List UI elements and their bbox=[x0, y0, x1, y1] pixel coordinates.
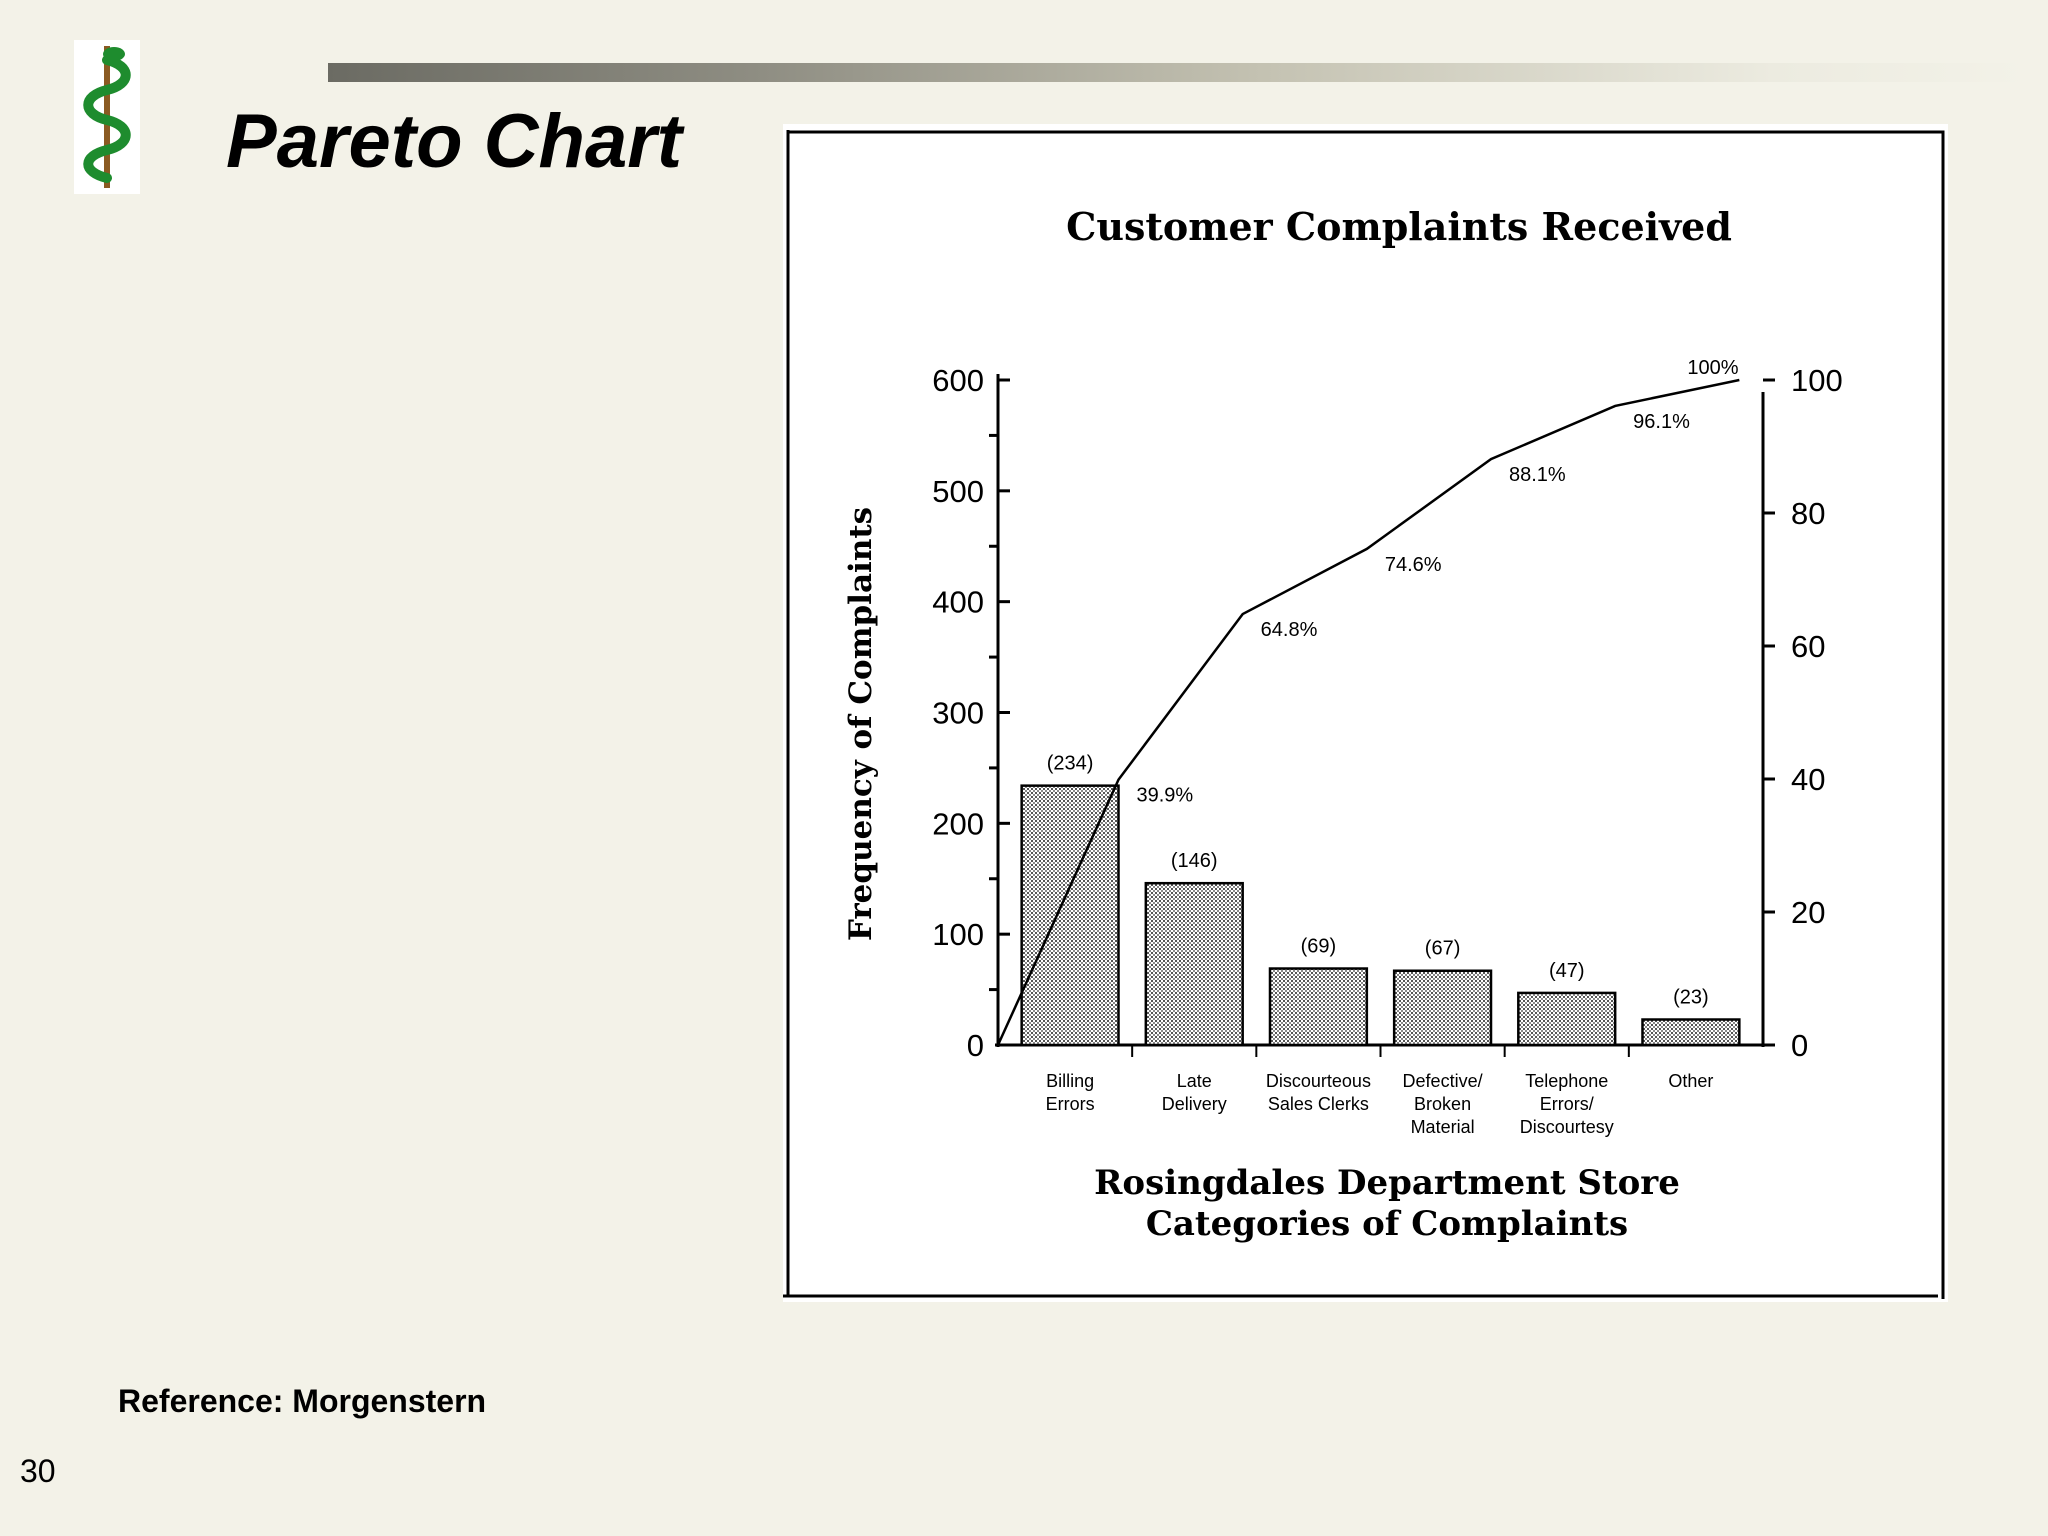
cumulative-percent-label: 74.6% bbox=[1385, 554, 1442, 576]
y-tick-label: 200 bbox=[932, 806, 984, 841]
category-label: Late bbox=[1177, 1071, 1212, 1091]
x-axis-label-line-1: Rosingdales Department Store bbox=[1094, 1163, 1680, 1203]
bar-value-label: (47) bbox=[1549, 960, 1585, 982]
bar bbox=[1517, 991, 1617, 1047]
category-label: Errors/ bbox=[1540, 1094, 1594, 1114]
bar bbox=[1641, 1018, 1741, 1047]
slide-title: Pareto Chart bbox=[226, 99, 683, 184]
header-gradient-bar bbox=[328, 63, 2028, 82]
bar bbox=[1020, 784, 1120, 1047]
cumulative-percent-label: 64.8% bbox=[1261, 619, 1318, 641]
y-tick-label: 500 bbox=[932, 474, 984, 509]
category-label: Delivery bbox=[1162, 1094, 1227, 1114]
cumulative-percent-label: 88.1% bbox=[1509, 464, 1566, 486]
frame-border bbox=[788, 130, 1945, 1299]
reference-note: Reference: Morgenstern bbox=[118, 1383, 487, 1419]
bar-value-label: (146) bbox=[1171, 850, 1218, 872]
category-label: Broken bbox=[1414, 1094, 1471, 1114]
bar-value-label: (23) bbox=[1673, 987, 1709, 1009]
y-tick-label: 600 bbox=[932, 363, 984, 398]
cumulative-percent-label: 39.9% bbox=[1137, 785, 1194, 807]
cumulative-percent-label: 96.1% bbox=[1633, 411, 1690, 433]
category-label: Errors bbox=[1046, 1094, 1095, 1114]
bar-value-label: (234) bbox=[1047, 753, 1094, 775]
page-number: 30 bbox=[20, 1453, 56, 1489]
y-axis-label: Frequency of Complaints bbox=[843, 507, 879, 941]
category-label: Sales Clerks bbox=[1268, 1094, 1369, 1114]
y2-tick-label: 40 bbox=[1791, 762, 1825, 797]
category-label: Billing bbox=[1046, 1071, 1094, 1091]
category-label: Telephone bbox=[1525, 1071, 1608, 1091]
y-tick-label: 400 bbox=[932, 585, 984, 620]
x-axis-label-line-2: Categories of Complaints bbox=[1146, 1204, 1628, 1244]
bar bbox=[1392, 969, 1493, 1047]
category-label: Discourtesy bbox=[1520, 1117, 1614, 1137]
bar bbox=[1268, 967, 1369, 1047]
y2-tick-label: 20 bbox=[1791, 895, 1825, 930]
y2-tick-label: 100 bbox=[1791, 363, 1843, 398]
y2-tick-label: 0 bbox=[1791, 1028, 1808, 1063]
y-tick-label: 100 bbox=[932, 917, 984, 952]
y-tick-label: 0 bbox=[967, 1028, 984, 1063]
category-label: Defective/ bbox=[1403, 1071, 1483, 1091]
pareto-chart-svg: Customer Complaints Received 01002003004… bbox=[783, 130, 1945, 1299]
category-label: Other bbox=[1668, 1071, 1713, 1091]
y2-tick-label: 80 bbox=[1791, 496, 1825, 531]
chart-title: Customer Complaints Received bbox=[1066, 204, 1732, 249]
y-tick-label: 300 bbox=[932, 696, 984, 731]
category-label: Discourteous bbox=[1266, 1071, 1371, 1091]
bar-value-label: (67) bbox=[1425, 938, 1461, 960]
plot-area: 0 100 200 300 400 500 600 0 20 40 60 80 100 (234) Bill… bbox=[932, 357, 1842, 1137]
cumulative-percent-line bbox=[996, 378, 1740, 1046]
pareto-chart-image: Customer Complaints Received 0 100 200 300 4… bbox=[783, 124, 1948, 1302]
y2-tick-label: 60 bbox=[1791, 629, 1825, 664]
bar-value-label: (69) bbox=[1301, 936, 1337, 958]
caduceus-logo bbox=[74, 40, 140, 194]
bar bbox=[1144, 881, 1244, 1047]
category-label: Material bbox=[1411, 1117, 1475, 1137]
cumulative-percent-label: 100% bbox=[1687, 357, 1738, 379]
